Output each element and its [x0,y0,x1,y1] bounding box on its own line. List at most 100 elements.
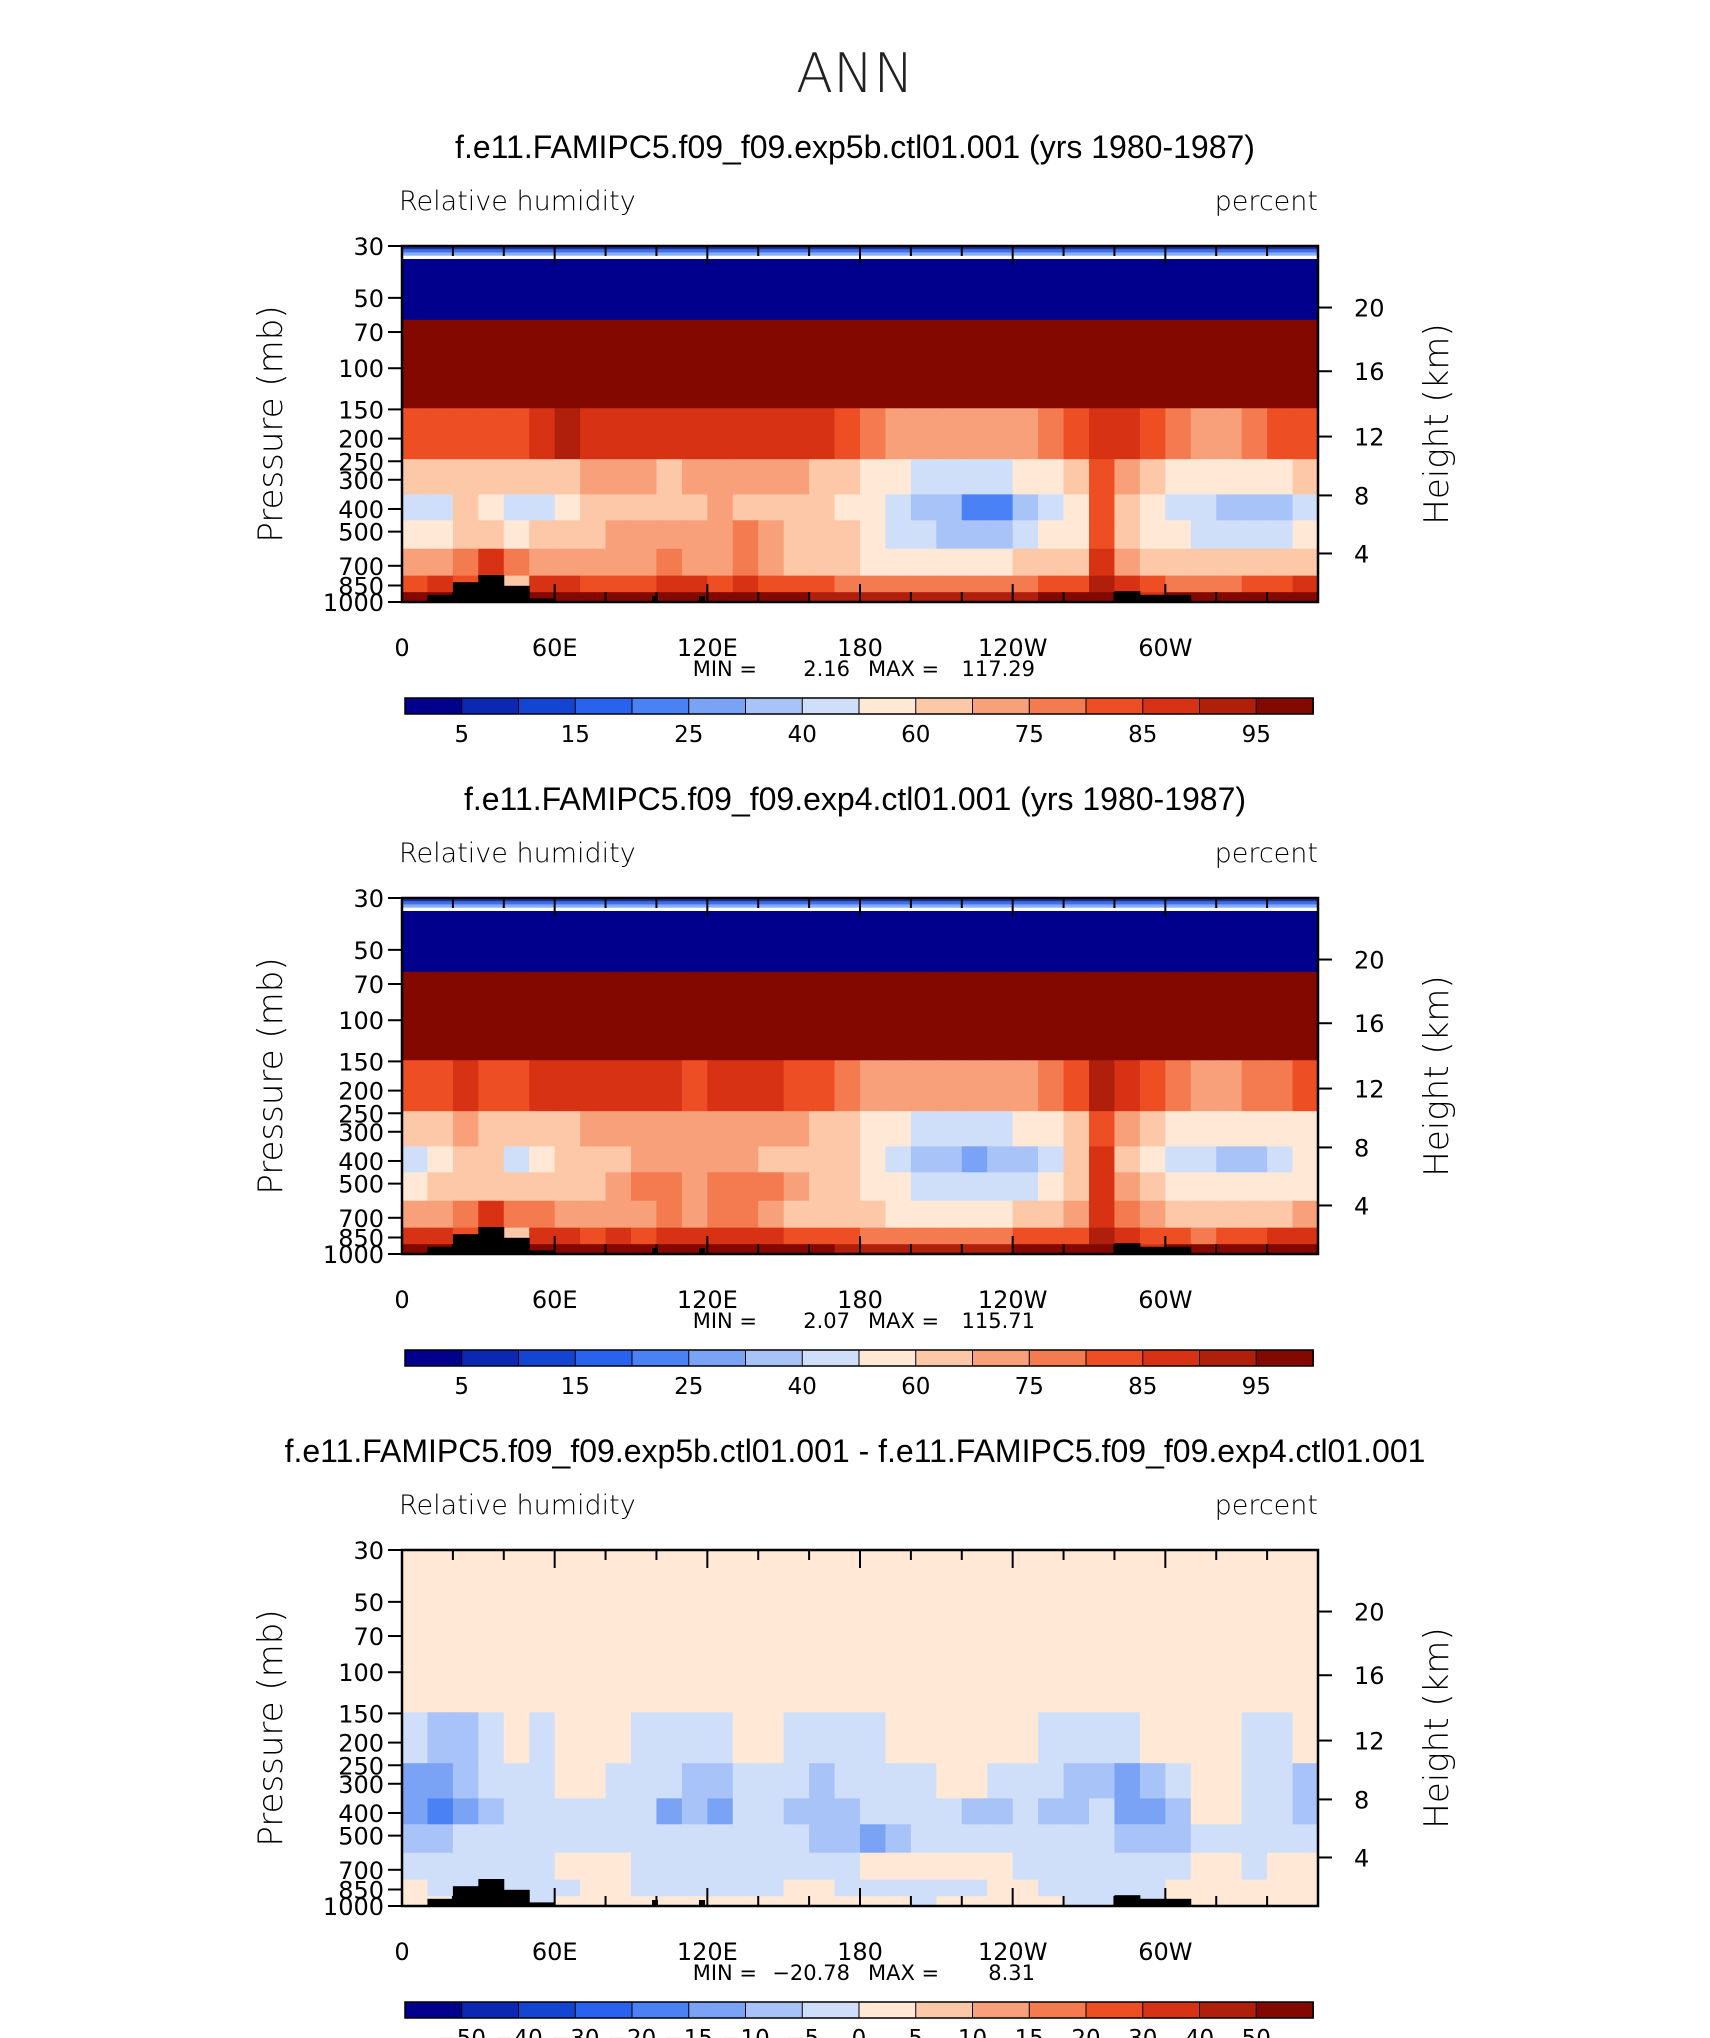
contour-cell [1241,319,1268,409]
contour-cell [961,1227,988,1245]
contour-cell [681,459,708,495]
contour-cell [758,1227,785,1245]
contour-cell [885,1824,912,1854]
contour-cell [1089,1763,1116,1799]
height-tick-label: 8 [1354,482,1369,510]
contour-cell [1241,1712,1268,1764]
units-label: percent [1215,186,1318,217]
contour-cell [1114,1879,1141,1897]
contour-cell [1012,1763,1039,1799]
colorbar-swatch [1085,697,1144,715]
topography-block [1139,594,1166,602]
contour-cell [809,1763,836,1799]
contour-cell [1114,1111,1141,1147]
contour-cell [885,1896,912,1906]
contour-cell [529,1879,556,1897]
colorbar-swatch [1199,2001,1258,2019]
contour-cell [656,1852,683,1881]
contour-cell [809,1798,836,1825]
contour-cell [605,319,632,409]
colorbar-label: 95 [1242,1374,1271,1400]
contour-cell [1114,319,1141,409]
contour-cell [427,408,454,460]
contour-cell [809,1879,836,1897]
contour-cell [860,548,887,577]
contour-cell [885,971,912,1061]
contour-cell [452,459,479,495]
contour-cell [732,1763,759,1799]
max-label: MAX = [868,1961,939,1985]
contour-cell [936,548,963,577]
y-tick-label: 700 [338,553,384,581]
variable-label: Relative humidity [399,1490,636,1521]
contour-cell [605,1111,632,1147]
contour-cell [834,1896,861,1906]
topography-block [1114,1895,1141,1906]
contour-cell [1089,592,1116,602]
contour-cell [1063,319,1090,409]
contour-cell [1063,1798,1090,1825]
contour-cell [1139,1763,1166,1799]
contour-cell [1165,408,1192,460]
min-value: 2.16 [803,657,850,681]
contour-cell [1292,1146,1318,1173]
contour-cell [885,319,912,409]
contour-cell [1216,1824,1243,1854]
colorbar-label: 30 [1128,2026,1157,2038]
y-tick-label: 850 [338,1877,384,1905]
contour-cell [936,1879,963,1897]
contour-cell [910,1244,937,1254]
contour-cell [1114,408,1141,460]
contour-cell [1012,1798,1039,1825]
contour-cell [1139,1798,1166,1825]
colorbar-label: 40 [788,722,817,748]
contour-cell [554,1896,581,1906]
contour-cell [656,1550,683,1625]
contour-cell [707,1712,734,1764]
contour-cell [910,520,937,550]
contour-cell [1012,1896,1039,1906]
contour-cell [1089,1798,1116,1825]
contour-cell [1241,1550,1268,1625]
contour-cell [707,1550,734,1625]
colorbar-swatch [1199,1349,1258,1367]
contour-cell [1089,520,1116,550]
topography-block [1165,594,1192,602]
contour-cell [1292,1227,1318,1245]
contour-cell [885,1763,912,1799]
contour-cell [732,520,759,550]
contour-cell [834,1824,861,1854]
contour-cell [783,1623,810,1713]
y-tick-label: 30 [353,885,384,913]
colorbar-swatch [1255,1349,1314,1367]
topography-block [652,1900,658,1906]
contour-cell [554,520,581,550]
min-label: MIN = [693,1309,757,1333]
contour-cell [860,1879,887,1897]
contour-cell [1114,1550,1141,1625]
contour-cell [885,408,912,460]
colorbar-label: 40 [1185,2026,1214,2038]
contour-cell [1063,548,1090,577]
colorbar-label: −50 [437,2026,486,2038]
contour-cell [732,408,759,460]
colorbar-label: 50 [1242,2026,1271,2038]
contour-cell [987,1763,1014,1799]
contour-cell [681,575,708,593]
contour-cell [452,494,479,521]
contour-cell [580,1060,607,1112]
contour-cell [529,1896,556,1906]
contour-cell [910,1172,937,1202]
colorbar-swatch [631,697,690,715]
contour-cell [1165,1111,1192,1147]
contour-cell [910,592,937,602]
contour-cell [1267,1550,1294,1625]
contour-cell [1216,1200,1243,1229]
colorbar-swatch [915,1349,974,1367]
contour-cell [758,319,785,409]
contour-cell [1038,1146,1065,1173]
x-tick-label: 60W [1138,1938,1192,1966]
contour-cell [681,319,708,409]
contour-cell [910,1896,937,1906]
